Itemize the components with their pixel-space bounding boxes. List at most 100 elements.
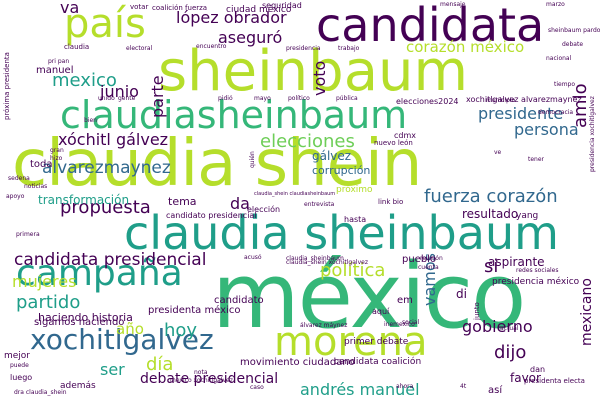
word: sheinbaum pardo — [548, 27, 600, 34]
word: encuentro — [196, 43, 227, 50]
word: propuesta — [60, 197, 151, 218]
word: gálvez — [312, 149, 352, 163]
word: hoy — [164, 320, 198, 341]
word: acusó — [244, 254, 262, 261]
word: amlo — [570, 83, 591, 128]
word: presidenta electa — [524, 377, 585, 385]
word: morena — [274, 319, 428, 365]
word: si — [484, 256, 499, 277]
word: claudia_shein xochitlgalvez — [286, 259, 368, 266]
word: andrés manuel — [300, 380, 420, 399]
word: resultado — [462, 207, 519, 221]
word: primer debate — [344, 337, 409, 347]
word: toda — [30, 159, 53, 170]
word: candidata — [316, 0, 545, 52]
word: link bio — [378, 198, 404, 206]
word: mensaje — [440, 1, 466, 8]
word: alvarezmaynez — [42, 158, 171, 178]
word: tema — [168, 195, 197, 208]
word: persona — [514, 120, 579, 139]
word: unido — [98, 95, 115, 102]
word: pueblo — [402, 254, 437, 265]
word: social — [402, 319, 420, 326]
word: em — [397, 295, 413, 306]
word: mexico xochitlgalvez — [170, 377, 233, 384]
word: además — [60, 381, 96, 391]
word: favor — [510, 371, 541, 385]
word: puede — [10, 362, 29, 369]
word: parte — [148, 75, 167, 118]
word: candidata coalición — [334, 357, 422, 367]
word: junio — [100, 82, 139, 101]
word: corazón méxico — [406, 38, 525, 56]
word: tener — [528, 156, 545, 163]
word: político — [288, 95, 310, 102]
word: movimiento ciudadano — [240, 357, 355, 368]
word: bien — [84, 117, 97, 124]
word: haciendo historia — [38, 311, 133, 324]
word: votar — [130, 3, 149, 11]
word: cuenta — [418, 264, 439, 271]
word: nacional — [546, 55, 572, 62]
word: quién — [249, 151, 256, 168]
word: debate presidencial — [140, 371, 279, 387]
word: junto — [473, 302, 481, 320]
word: año — [116, 320, 144, 338]
word: pidió — [218, 95, 233, 102]
word: dijo — [494, 342, 527, 363]
word: claudia shein — [12, 127, 422, 201]
word: día — [146, 354, 174, 375]
word: elecciones — [260, 131, 355, 152]
word: di — [456, 287, 467, 301]
word: coalición fuerza — [152, 4, 208, 12]
word: candidato presidencial — [166, 211, 257, 220]
word: cdmx — [394, 131, 417, 140]
word: gente — [118, 95, 136, 102]
word: va — [60, 0, 80, 17]
word: actual — [500, 325, 519, 332]
word: ve — [494, 149, 502, 156]
word: claudia — [64, 43, 90, 51]
word: seguridad — [262, 1, 302, 10]
word: inemexico — [384, 321, 415, 328]
word: presidencia — [286, 45, 321, 52]
word: elecciones2024 — [396, 97, 459, 106]
word: pri pan — [48, 58, 70, 65]
word: elección — [247, 205, 281, 214]
word: noticias — [24, 183, 48, 190]
word: electoral — [126, 45, 153, 52]
word: campaña — [16, 253, 183, 294]
word: da — [230, 194, 250, 213]
word: candidato — [214, 295, 264, 306]
word: mujeres — [12, 272, 77, 291]
word: 4t — [460, 383, 467, 390]
word: fuerza corazón — [424, 186, 558, 207]
word: xochitlgalvez — [30, 323, 214, 356]
word: mayo — [254, 95, 271, 102]
word: sheinbaum — [158, 39, 469, 104]
word: presidencia xochitlgalvez — [589, 96, 596, 172]
word: tiempo — [554, 81, 576, 88]
word: presidente — [478, 104, 564, 123]
word: candidata presidencial — [14, 250, 207, 270]
word: mexico — [52, 70, 117, 91]
word: claudia_sheinbaum — [286, 255, 344, 262]
word: hasta — [344, 215, 367, 224]
word: dan — [530, 365, 546, 374]
word: sedena — [8, 175, 30, 182]
word: nota — [194, 369, 208, 376]
word: álvarez máynez — [300, 322, 348, 329]
word: ciudad méxico — [226, 5, 292, 15]
word: próxima presidenta — [3, 52, 11, 120]
word: así — [488, 385, 503, 396]
word: hizo — [50, 155, 63, 162]
word: debate — [562, 41, 584, 48]
word: yang — [516, 211, 539, 221]
word: sigamos haciendo — [34, 317, 125, 328]
word: transformación — [38, 193, 130, 207]
word: claudiasheinbaum — [60, 93, 408, 137]
word: dra claudia_shein — [14, 389, 67, 396]
word: mejor — [4, 351, 31, 361]
word: municipio — [486, 97, 516, 104]
word: ser — [100, 360, 125, 379]
